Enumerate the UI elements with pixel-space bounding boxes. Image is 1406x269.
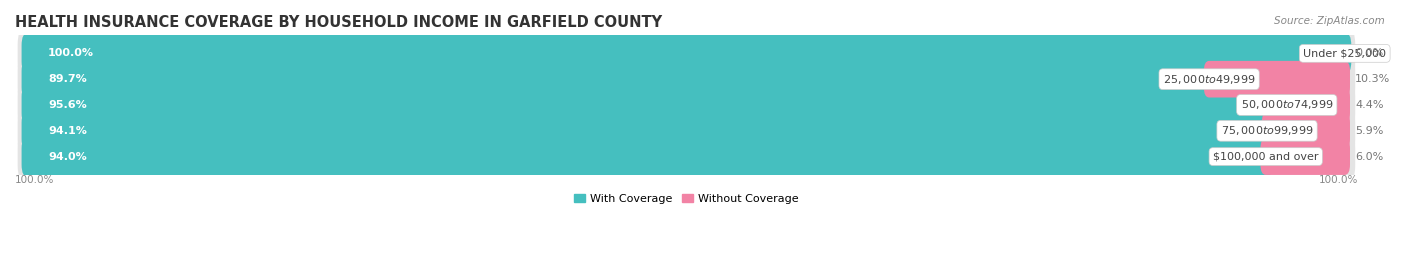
FancyBboxPatch shape	[1260, 138, 1350, 175]
Text: $25,000 to $49,999: $25,000 to $49,999	[1163, 73, 1256, 86]
FancyBboxPatch shape	[18, 102, 1355, 160]
Text: 4.4%: 4.4%	[1355, 100, 1384, 110]
FancyBboxPatch shape	[21, 58, 1216, 100]
FancyBboxPatch shape	[1281, 87, 1350, 123]
Legend: With Coverage, Without Coverage: With Coverage, Without Coverage	[569, 189, 803, 208]
Text: 94.1%: 94.1%	[48, 126, 87, 136]
Text: 89.7%: 89.7%	[48, 74, 87, 84]
Text: $100,000 and over: $100,000 and over	[1213, 152, 1319, 162]
Text: 5.9%: 5.9%	[1355, 126, 1384, 136]
FancyBboxPatch shape	[21, 84, 1294, 126]
Text: Under $25,000: Under $25,000	[1303, 48, 1386, 58]
Text: $75,000 to $99,999: $75,000 to $99,999	[1220, 124, 1313, 137]
FancyBboxPatch shape	[18, 128, 1355, 185]
FancyBboxPatch shape	[1261, 112, 1350, 149]
Text: 100.0%: 100.0%	[1319, 175, 1358, 185]
Text: $50,000 to $74,999: $50,000 to $74,999	[1240, 98, 1333, 111]
Text: 100.0%: 100.0%	[48, 48, 94, 58]
Text: 94.0%: 94.0%	[48, 152, 87, 162]
FancyBboxPatch shape	[18, 51, 1355, 108]
FancyBboxPatch shape	[1204, 61, 1350, 98]
FancyBboxPatch shape	[21, 33, 1351, 74]
Text: 0.0%: 0.0%	[1355, 48, 1384, 58]
FancyBboxPatch shape	[21, 110, 1274, 152]
Text: 6.0%: 6.0%	[1355, 152, 1384, 162]
Text: 95.6%: 95.6%	[48, 100, 87, 110]
FancyBboxPatch shape	[21, 136, 1272, 178]
Text: 100.0%: 100.0%	[15, 175, 55, 185]
Text: Source: ZipAtlas.com: Source: ZipAtlas.com	[1274, 16, 1385, 26]
Text: HEALTH INSURANCE COVERAGE BY HOUSEHOLD INCOME IN GARFIELD COUNTY: HEALTH INSURANCE COVERAGE BY HOUSEHOLD I…	[15, 15, 662, 30]
FancyBboxPatch shape	[18, 25, 1355, 82]
FancyBboxPatch shape	[18, 76, 1355, 134]
Text: 10.3%: 10.3%	[1355, 74, 1391, 84]
